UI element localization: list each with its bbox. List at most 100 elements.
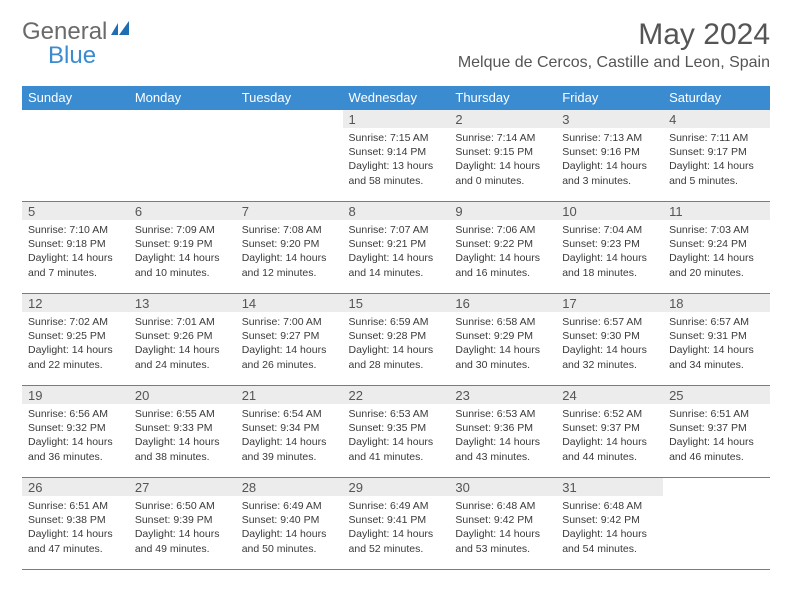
calendar-day-cell: 22Sunrise: 6:53 AMSunset: 9:35 PMDayligh… xyxy=(343,386,450,478)
day-number: 10 xyxy=(556,202,663,220)
weekday-header: Friday xyxy=(556,86,663,110)
day-number: 20 xyxy=(129,386,236,404)
calendar-week-row: 1Sunrise: 7:15 AMSunset: 9:14 PMDaylight… xyxy=(22,110,770,202)
day-number: 21 xyxy=(236,386,343,404)
day-details: Sunrise: 6:48 AMSunset: 9:42 PMDaylight:… xyxy=(556,496,663,558)
day-details: Sunrise: 6:57 AMSunset: 9:30 PMDaylight:… xyxy=(556,312,663,374)
day-number: 27 xyxy=(129,478,236,496)
day-details: Sunrise: 6:59 AMSunset: 9:28 PMDaylight:… xyxy=(343,312,450,374)
day-number: 8 xyxy=(343,202,450,220)
calendar-day-cell: 17Sunrise: 6:57 AMSunset: 9:30 PMDayligh… xyxy=(556,294,663,386)
calendar-day-cell xyxy=(129,110,236,202)
calendar-day-cell: 21Sunrise: 6:54 AMSunset: 9:34 PMDayligh… xyxy=(236,386,343,478)
day-number: 30 xyxy=(449,478,556,496)
calendar-day-cell: 30Sunrise: 6:48 AMSunset: 9:42 PMDayligh… xyxy=(449,478,556,570)
calendar-day-cell: 2Sunrise: 7:14 AMSunset: 9:15 PMDaylight… xyxy=(449,110,556,202)
month-title: May 2024 xyxy=(458,18,770,52)
calendar-day-cell: 18Sunrise: 6:57 AMSunset: 9:31 PMDayligh… xyxy=(663,294,770,386)
day-details: Sunrise: 6:53 AMSunset: 9:35 PMDaylight:… xyxy=(343,404,450,466)
calendar-day-cell: 4Sunrise: 7:11 AMSunset: 9:17 PMDaylight… xyxy=(663,110,770,202)
day-details: Sunrise: 7:13 AMSunset: 9:16 PMDaylight:… xyxy=(556,128,663,190)
calendar-day-cell: 29Sunrise: 6:49 AMSunset: 9:41 PMDayligh… xyxy=(343,478,450,570)
day-number: 7 xyxy=(236,202,343,220)
calendar-day-cell: 6Sunrise: 7:09 AMSunset: 9:19 PMDaylight… xyxy=(129,202,236,294)
calendar-week-row: 19Sunrise: 6:56 AMSunset: 9:32 PMDayligh… xyxy=(22,386,770,478)
calendar-day-cell: 7Sunrise: 7:08 AMSunset: 9:20 PMDaylight… xyxy=(236,202,343,294)
calendar-day-cell: 10Sunrise: 7:04 AMSunset: 9:23 PMDayligh… xyxy=(556,202,663,294)
calendar-day-cell: 9Sunrise: 7:06 AMSunset: 9:22 PMDaylight… xyxy=(449,202,556,294)
day-details: Sunrise: 7:00 AMSunset: 9:27 PMDaylight:… xyxy=(236,312,343,374)
day-details: Sunrise: 6:51 AMSunset: 9:37 PMDaylight:… xyxy=(663,404,770,466)
day-number: 26 xyxy=(22,478,129,496)
day-number: 3 xyxy=(556,110,663,128)
day-details: Sunrise: 6:50 AMSunset: 9:39 PMDaylight:… xyxy=(129,496,236,558)
day-details: Sunrise: 7:11 AMSunset: 9:17 PMDaylight:… xyxy=(663,128,770,190)
weekday-header: Monday xyxy=(129,86,236,110)
day-details: Sunrise: 6:49 AMSunset: 9:40 PMDaylight:… xyxy=(236,496,343,558)
day-details: Sunrise: 6:53 AMSunset: 9:36 PMDaylight:… xyxy=(449,404,556,466)
day-details: Sunrise: 7:06 AMSunset: 9:22 PMDaylight:… xyxy=(449,220,556,282)
weekday-header-row: SundayMondayTuesdayWednesdayThursdayFrid… xyxy=(22,86,770,110)
day-details: Sunrise: 7:15 AMSunset: 9:14 PMDaylight:… xyxy=(343,128,450,190)
day-details: Sunrise: 7:10 AMSunset: 9:18 PMDaylight:… xyxy=(22,220,129,282)
calendar-day-cell: 25Sunrise: 6:51 AMSunset: 9:37 PMDayligh… xyxy=(663,386,770,478)
day-number: 17 xyxy=(556,294,663,312)
day-number: 13 xyxy=(129,294,236,312)
day-number: 11 xyxy=(663,202,770,220)
day-number: 28 xyxy=(236,478,343,496)
day-details: Sunrise: 6:58 AMSunset: 9:29 PMDaylight:… xyxy=(449,312,556,374)
logo-text-blue: Blue xyxy=(48,42,96,69)
calendar-day-cell: 5Sunrise: 7:10 AMSunset: 9:18 PMDaylight… xyxy=(22,202,129,294)
day-details: Sunrise: 7:01 AMSunset: 9:26 PMDaylight:… xyxy=(129,312,236,374)
calendar-day-cell: 1Sunrise: 7:15 AMSunset: 9:14 PMDaylight… xyxy=(343,110,450,202)
weekday-header: Saturday xyxy=(663,86,770,110)
day-details: Sunrise: 7:02 AMSunset: 9:25 PMDaylight:… xyxy=(22,312,129,374)
day-number: 25 xyxy=(663,386,770,404)
calendar-week-row: 5Sunrise: 7:10 AMSunset: 9:18 PMDaylight… xyxy=(22,202,770,294)
day-number: 24 xyxy=(556,386,663,404)
calendar-day-cell xyxy=(236,110,343,202)
logo-flag-icon xyxy=(111,21,133,44)
calendar-day-cell: 3Sunrise: 7:13 AMSunset: 9:16 PMDaylight… xyxy=(556,110,663,202)
day-number xyxy=(22,110,129,128)
calendar-day-cell: 14Sunrise: 7:00 AMSunset: 9:27 PMDayligh… xyxy=(236,294,343,386)
calendar-day-cell: 31Sunrise: 6:48 AMSunset: 9:42 PMDayligh… xyxy=(556,478,663,570)
day-number xyxy=(236,110,343,128)
day-number: 15 xyxy=(343,294,450,312)
calendar-day-cell: 11Sunrise: 7:03 AMSunset: 9:24 PMDayligh… xyxy=(663,202,770,294)
location: Melque de Cercos, Castille and Leon, Spa… xyxy=(458,54,770,72)
logo-blue-wrap: Blue xyxy=(48,42,96,70)
day-details: Sunrise: 6:57 AMSunset: 9:31 PMDaylight:… xyxy=(663,312,770,374)
calendar-day-cell: 20Sunrise: 6:55 AMSunset: 9:33 PMDayligh… xyxy=(129,386,236,478)
day-details: Sunrise: 7:14 AMSunset: 9:15 PMDaylight:… xyxy=(449,128,556,190)
day-number: 5 xyxy=(22,202,129,220)
calendar-week-row: 12Sunrise: 7:02 AMSunset: 9:25 PMDayligh… xyxy=(22,294,770,386)
day-details: Sunrise: 6:48 AMSunset: 9:42 PMDaylight:… xyxy=(449,496,556,558)
calendar-body: 1Sunrise: 7:15 AMSunset: 9:14 PMDaylight… xyxy=(22,110,770,570)
calendar-day-cell xyxy=(663,478,770,570)
day-number: 23 xyxy=(449,386,556,404)
day-number: 6 xyxy=(129,202,236,220)
calendar-day-cell xyxy=(22,110,129,202)
day-number: 22 xyxy=(343,386,450,404)
calendar-day-cell: 8Sunrise: 7:07 AMSunset: 9:21 PMDaylight… xyxy=(343,202,450,294)
day-number: 2 xyxy=(449,110,556,128)
day-details: Sunrise: 7:08 AMSunset: 9:20 PMDaylight:… xyxy=(236,220,343,282)
day-number: 29 xyxy=(343,478,450,496)
calendar-day-cell: 23Sunrise: 6:53 AMSunset: 9:36 PMDayligh… xyxy=(449,386,556,478)
day-number: 31 xyxy=(556,478,663,496)
day-number: 19 xyxy=(22,386,129,404)
calendar-day-cell: 12Sunrise: 7:02 AMSunset: 9:25 PMDayligh… xyxy=(22,294,129,386)
day-details: Sunrise: 6:49 AMSunset: 9:41 PMDaylight:… xyxy=(343,496,450,558)
calendar-day-cell: 26Sunrise: 6:51 AMSunset: 9:38 PMDayligh… xyxy=(22,478,129,570)
calendar-day-cell: 13Sunrise: 7:01 AMSunset: 9:26 PMDayligh… xyxy=(129,294,236,386)
calendar-day-cell: 27Sunrise: 6:50 AMSunset: 9:39 PMDayligh… xyxy=(129,478,236,570)
day-details: Sunrise: 6:56 AMSunset: 9:32 PMDaylight:… xyxy=(22,404,129,466)
day-number: 18 xyxy=(663,294,770,312)
day-details: Sunrise: 7:04 AMSunset: 9:23 PMDaylight:… xyxy=(556,220,663,282)
calendar-day-cell: 19Sunrise: 6:56 AMSunset: 9:32 PMDayligh… xyxy=(22,386,129,478)
day-number: 4 xyxy=(663,110,770,128)
calendar-day-cell: 28Sunrise: 6:49 AMSunset: 9:40 PMDayligh… xyxy=(236,478,343,570)
calendar-day-cell: 15Sunrise: 6:59 AMSunset: 9:28 PMDayligh… xyxy=(343,294,450,386)
day-details: Sunrise: 7:03 AMSunset: 9:24 PMDaylight:… xyxy=(663,220,770,282)
